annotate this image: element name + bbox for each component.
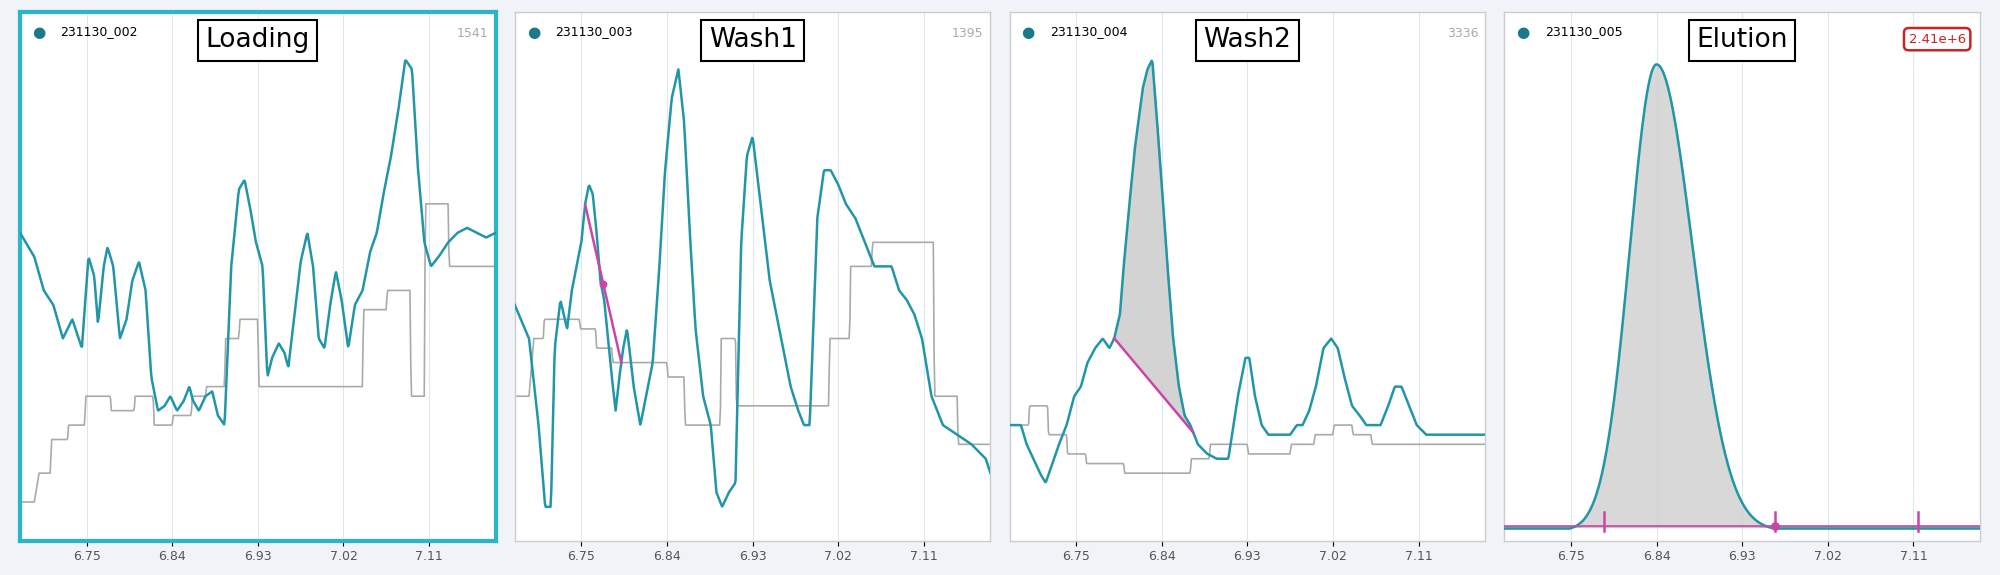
Text: Wash2: Wash2 bbox=[1204, 28, 1292, 53]
Text: ●: ● bbox=[526, 25, 540, 40]
Point bbox=[588, 279, 620, 288]
Text: Elution: Elution bbox=[1696, 28, 1788, 53]
Text: 2.41e+6: 2.41e+6 bbox=[1908, 33, 1966, 45]
Text: Wash1: Wash1 bbox=[708, 28, 796, 53]
Text: 3336: 3336 bbox=[1446, 28, 1478, 40]
Text: 231130_004: 231130_004 bbox=[1050, 25, 1128, 38]
Text: ●: ● bbox=[1516, 25, 1530, 40]
Text: 1395: 1395 bbox=[952, 28, 984, 40]
Text: 1541: 1541 bbox=[456, 28, 488, 40]
Text: 231130_005: 231130_005 bbox=[1544, 25, 1622, 38]
Text: ●: ● bbox=[32, 25, 46, 40]
Text: 231130_003: 231130_003 bbox=[556, 25, 632, 38]
Point bbox=[1760, 522, 1792, 531]
Text: ●: ● bbox=[1022, 25, 1034, 40]
Text: 231130_002: 231130_002 bbox=[60, 25, 138, 38]
Text: Loading: Loading bbox=[206, 28, 310, 53]
